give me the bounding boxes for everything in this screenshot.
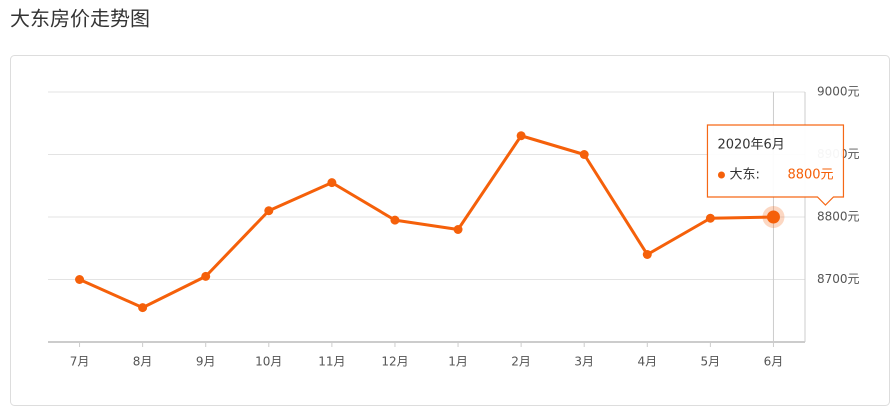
x-tick-label: 9月 [196, 355, 216, 369]
x-tick-label: 10月 [255, 355, 282, 369]
point [327, 178, 337, 188]
x-tick-label: 8月 [133, 355, 153, 369]
point [264, 206, 274, 216]
tooltip-box [706, 124, 845, 206]
point [453, 225, 463, 234]
point [705, 213, 715, 223]
x-tick-label: 6月 [764, 355, 784, 369]
point [201, 271, 211, 281]
point [75, 275, 85, 284]
y-tick-label: 8700元 [817, 272, 860, 286]
point [642, 250, 652, 259]
point [390, 215, 400, 225]
line [78, 134, 774, 310]
chart-title: 大东房价走势图 [10, 7, 150, 31]
panel [10, 55, 890, 406]
y-tick-label: 8800元 [817, 210, 860, 224]
point [138, 303, 148, 313]
x-tick-label: 4月 [637, 355, 657, 369]
tooltip-dot [717, 171, 725, 179]
point [579, 150, 589, 159]
x-tick-label: 3月 [574, 355, 594, 369]
y-tick-label: 9000元 [817, 85, 860, 99]
x-tick-label: 1月 [448, 355, 468, 369]
tooltip-label: 大东: [729, 168, 759, 183]
point [766, 210, 780, 224]
tooltip-title: 2020年6月 [717, 138, 784, 153]
x-tick-label: 5月 [701, 355, 721, 369]
x-tick-label: 2月 [511, 355, 531, 369]
tooltip-value: 8800元 [787, 168, 833, 183]
x-tick-label: 11月 [318, 355, 345, 369]
x-tick-label: 7月 [70, 355, 90, 369]
point [516, 131, 526, 141]
x-tick-label: 12月 [381, 355, 408, 369]
